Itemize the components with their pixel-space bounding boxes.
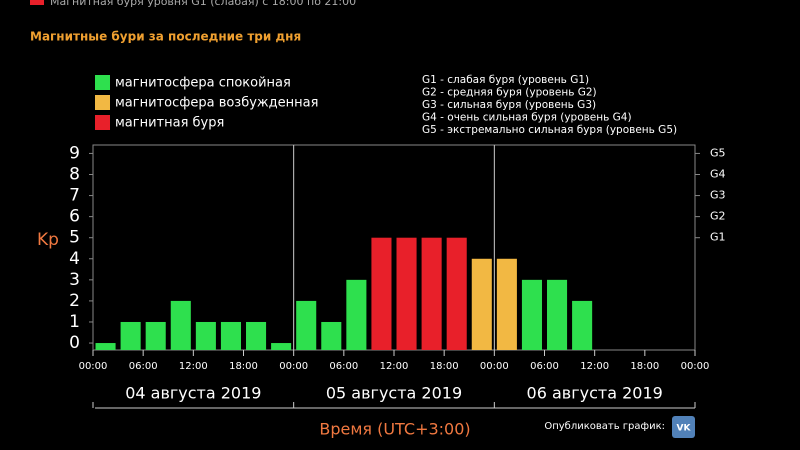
x-tick-label: 00:00 [79,361,108,372]
y-tick-label: 6 [69,207,80,227]
chart-title: Магнитные бури за последние три дня [30,30,301,44]
legend-swatch [95,75,110,90]
y2-tick-label: G5 [710,146,726,159]
x-tick-label: 00:00 [681,361,710,372]
bar [296,300,317,350]
level-legend-text: G5 - экстремально сильная буря (уровень … [422,124,677,136]
y-tick-label: 4 [69,249,80,269]
level-legend-text: G4 - очень сильная буря (уровень G4) [422,112,632,124]
bar [271,343,292,350]
x-tick-label: 12:00 [580,361,609,372]
legend-label: магнитная буря [115,116,224,131]
bar [496,258,517,350]
y2-tick-label: G4 [710,167,726,180]
y-tick-label: 3 [69,270,80,290]
banner-text: Магнитная буря уровня G1 (слабая) с 18:0… [50,0,356,8]
x-tick-label: 06:00 [129,361,158,372]
y-tick-label: 1 [69,312,80,332]
x-axis-label: Время (UTC+3:00) [319,420,470,439]
bar [120,321,141,350]
x-tick-label: 18:00 [630,361,659,372]
bar [547,279,568,350]
bar [95,343,116,350]
share-icon[interactable]: VK [677,424,692,434]
bar [421,237,442,350]
x-tick-label: 18:00 [430,361,459,372]
bar [521,279,542,350]
bar [396,237,417,350]
date-label: 04 августа 2019 [125,384,261,403]
bar [246,321,267,350]
bar [145,321,166,350]
x-tick-label: 06:00 [329,361,358,372]
level-legend-text: G2 - средняя буря (уровень G2) [422,87,597,99]
x-tick-label: 12:00 [380,361,409,372]
bar [572,300,593,350]
y-tick-label: 9 [69,143,80,163]
level-legend-text: G3 - сильная буря (уровень G3) [422,99,596,111]
date-label: 06 августа 2019 [527,384,663,403]
x-tick-label: 00:00 [279,361,308,372]
bar [371,237,392,350]
y2-tick-label: G3 [710,189,726,202]
legend-swatch [95,115,110,130]
bar [321,321,342,350]
share-label: Опубликовать график: [544,421,665,432]
y2-tick-label: G2 [710,210,726,223]
y-tick-label: 2 [69,291,80,311]
bar [195,321,216,350]
y2-tick-label: G1 [710,231,726,244]
legend-label: магнитосфера спокойная [115,76,291,91]
bar [346,279,367,350]
x-tick-label: 06:00 [530,361,559,372]
y-tick-label: 8 [69,164,80,184]
y-tick-label: 7 [69,186,80,206]
banner-icon [30,0,44,5]
legend-swatch [95,95,110,110]
date-label: 05 августа 2019 [326,384,462,403]
y-tick-label: 5 [69,228,80,248]
level-legend-text: G1 - слабая буря (уровень G1) [422,74,589,86]
share-button[interactable] [672,416,695,438]
y-tick-label: 0 [69,333,80,353]
x-tick-label: 18:00 [229,361,258,372]
x-tick-label: 00:00 [480,361,509,372]
bar [170,300,191,350]
y-axis-label: Kp [37,230,59,250]
bar [446,237,467,350]
legend-label: магнитосфера возбужденная [115,96,318,111]
x-tick-label: 12:00 [179,361,208,372]
bar [220,321,241,350]
bar [471,258,492,350]
